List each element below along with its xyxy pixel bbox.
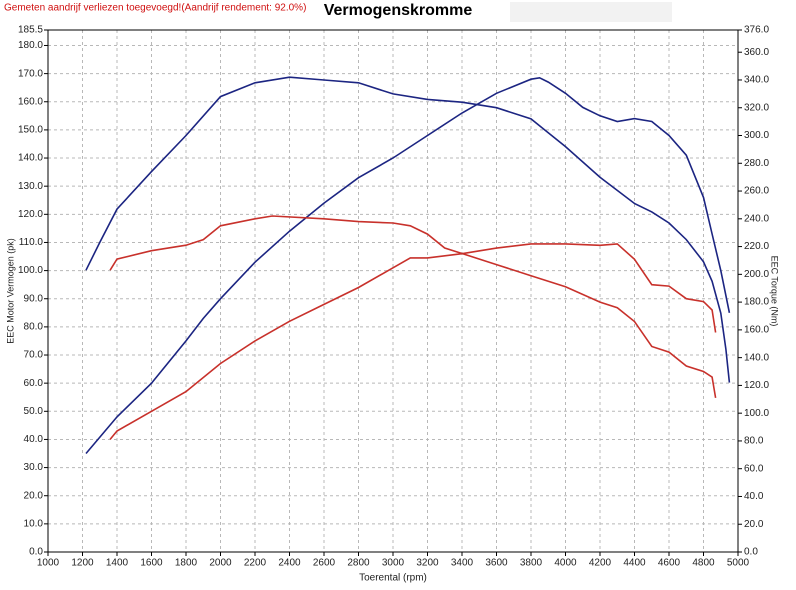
y2-tick-label: 240.0 <box>744 213 769 224</box>
x-tick-label: 2200 <box>244 558 267 569</box>
y-tick-label: 50.0 <box>24 406 44 417</box>
y2-axis-label: EEC Torque (Nm) <box>770 256 780 327</box>
y2-tick-label: 40.0 <box>744 491 764 502</box>
x-tick-label: 1000 <box>37 558 60 569</box>
y-tick-label: 140.0 <box>18 153 43 164</box>
x-tick-label: 4800 <box>692 558 715 569</box>
y-tick-label: 80.0 <box>24 322 44 333</box>
y2-tick-label: 180.0 <box>744 297 769 308</box>
y-tick-label: 70.0 <box>24 350 44 361</box>
y-tick-label: 20.0 <box>24 490 44 501</box>
line <box>109 215 717 399</box>
y-tick-label: 40.0 <box>24 434 44 445</box>
chart-title: Vermogenskromme <box>324 2 473 19</box>
y-tick-label: 60.0 <box>24 378 44 389</box>
x-axis-label: Toerental (rpm) <box>359 573 427 584</box>
x-tick-label: 2400 <box>278 558 301 569</box>
y2-tick-label: 376.0 <box>744 25 769 36</box>
x-tick-label: 3800 <box>520 558 543 569</box>
annotation: Gemeten aandrijf verliezen toegevoegd!(A… <box>4 3 306 14</box>
plot-frame <box>47 29 739 553</box>
y2-tick-label: 340.0 <box>744 75 769 86</box>
y-tick-label: 100.0 <box>18 265 43 276</box>
y-tick-label: 180.0 <box>18 40 43 51</box>
y2-tick-label: 320.0 <box>744 102 769 113</box>
x-tick-label: 4200 <box>589 558 612 569</box>
y2-tick-label: 200.0 <box>744 269 769 280</box>
x-tick-label: 4600 <box>658 558 681 569</box>
line <box>85 76 731 455</box>
x-tick-label: 3400 <box>451 558 474 569</box>
y-tick-label: 130.0 <box>18 181 43 192</box>
y2-tick-label: 160.0 <box>744 325 769 336</box>
y2-tick-label: 220.0 <box>744 241 769 252</box>
y-tick-label: 170.0 <box>18 68 43 79</box>
x-tick-label: 3600 <box>485 558 508 569</box>
x-tick-label: 1600 <box>140 558 163 569</box>
y-tick-label: 10.0 <box>24 519 44 530</box>
y2-tick-label: 140.0 <box>744 352 769 363</box>
x-tick-label: 1800 <box>175 558 198 569</box>
y-tick-label: 90.0 <box>24 293 44 304</box>
y2-tick-label: 360.0 <box>744 47 769 58</box>
x-tick-label: 4400 <box>623 558 646 569</box>
y2-tick-label: 0.0 <box>744 547 758 558</box>
y-axis-label: EEC Motor Vermogen (pk) <box>5 238 15 344</box>
y2-tick-label: 100.0 <box>744 408 769 419</box>
y-tick-label: 150.0 <box>18 125 43 136</box>
y-tick-label: 30.0 <box>24 462 44 473</box>
x-tick-label: 3000 <box>382 558 405 569</box>
x-tick-label: 2600 <box>313 558 336 569</box>
y2-tick-label: 280.0 <box>744 158 769 169</box>
y2-tick-label: 120.0 <box>744 380 769 391</box>
line <box>85 76 731 383</box>
y2-tick-label: 60.0 <box>744 463 764 474</box>
y2-tick-label: 260.0 <box>744 186 769 197</box>
y2-tick-label: 20.0 <box>744 519 764 530</box>
header-box <box>510 2 672 22</box>
x-tick-label: 2800 <box>347 558 370 569</box>
y-tick-label: 160.0 <box>18 96 43 107</box>
x-tick-label: 4000 <box>554 558 577 569</box>
x-tick-label: 1400 <box>106 558 129 569</box>
y-tick-label: 120.0 <box>18 209 43 220</box>
y-tick-label: 110.0 <box>19 237 44 248</box>
x-tick-label: 2000 <box>209 558 232 569</box>
y2-tick-label: 300.0 <box>744 130 769 141</box>
y2-tick-label: 80.0 <box>744 436 764 447</box>
y-tick-label: 185.5 <box>18 25 43 36</box>
x-tick-label: 3200 <box>416 558 439 569</box>
x-tick-label: 5000 <box>727 558 750 569</box>
y-tick-label: 0.0 <box>29 547 43 558</box>
x-tick-label: 1200 <box>71 558 94 569</box>
